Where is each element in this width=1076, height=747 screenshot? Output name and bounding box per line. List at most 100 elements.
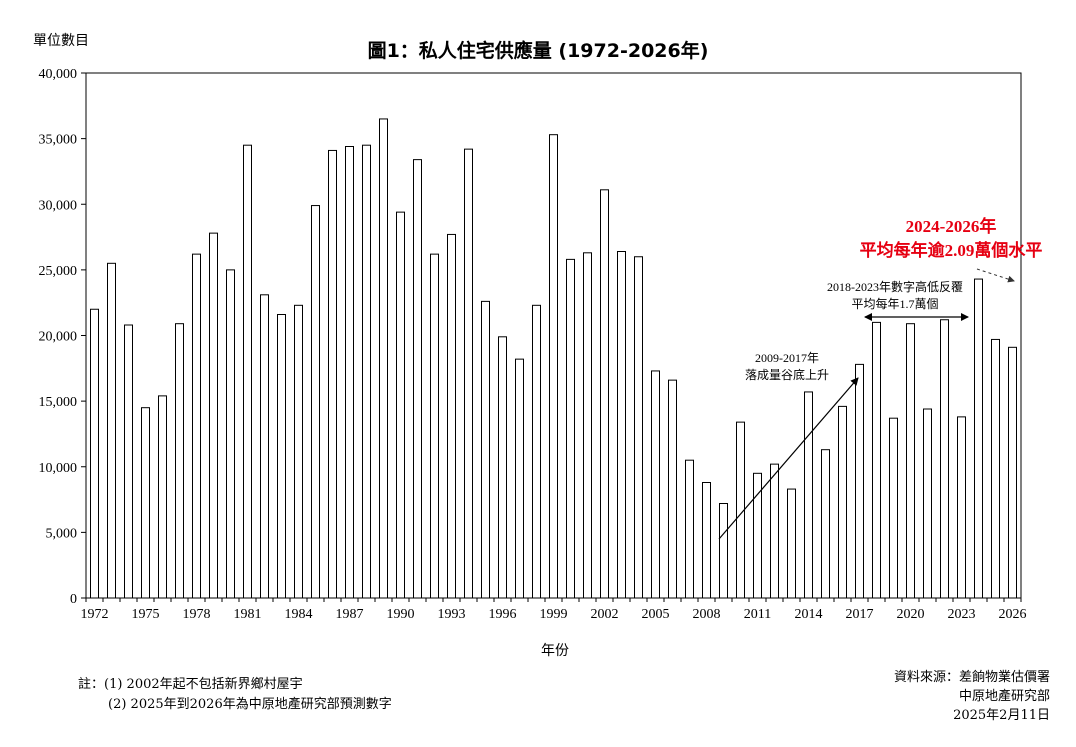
x-axis-label: 年份 — [541, 643, 569, 659]
bar-1995 — [481, 300, 490, 599]
x-tick-label: 2005 — [642, 607, 670, 622]
bar-1990 — [396, 211, 405, 599]
bar-2016 — [838, 405, 847, 599]
y-tick-label: 25,000 — [39, 264, 78, 279]
y-tick-label: 10,000 — [39, 461, 78, 476]
bar-2007 — [685, 459, 694, 599]
x-tick-label: 2002 — [591, 607, 619, 622]
x-tick-label: 1999 — [540, 607, 568, 622]
footnote-2: (2) 2025年到2026年為中原地產研究部預測數字 — [108, 697, 392, 712]
bar-2026 — [1008, 346, 1017, 599]
annotation-2018-line2: 平均每年1.7萬個 — [851, 296, 938, 311]
bar-1994 — [464, 148, 473, 599]
bar-1975 — [141, 407, 150, 599]
bar-2004 — [634, 256, 643, 599]
highlight-2024-line1: 2024-2026年 — [906, 216, 997, 236]
plot-frame — [85, 72, 1022, 599]
chart-title: 圖1：私人住宅供應量 (1972-2026年) — [367, 40, 709, 62]
x-tick-label: 2014 — [795, 607, 823, 622]
bar-2009 — [719, 503, 728, 599]
source-block: 資料來源：差餉物業估價署 中原地產研究部 2025年2月11日 — [894, 668, 1050, 725]
bar-2013 — [787, 488, 796, 599]
bar-1997 — [515, 358, 524, 599]
bar-1973 — [107, 262, 116, 599]
x-tick-label: 1984 — [285, 607, 313, 622]
bar-2022 — [940, 319, 949, 599]
bar-1989 — [379, 118, 388, 599]
x-tick-label: 2023 — [948, 607, 976, 622]
y-tick-label: 5,000 — [46, 526, 78, 541]
x-tick-label: 1987 — [336, 607, 364, 622]
y-tick-label: 15,000 — [39, 395, 78, 410]
bar-1982 — [260, 294, 269, 599]
y-tick-label: 0 — [70, 592, 77, 607]
bar-1979 — [209, 232, 218, 599]
bar-1985 — [311, 205, 320, 599]
y-tick-label: 30,000 — [39, 198, 78, 213]
bar-2014 — [804, 391, 813, 599]
bar-1984 — [294, 304, 303, 599]
bar-1991 — [413, 159, 422, 599]
y-tick-label: 20,000 — [39, 330, 78, 345]
annotation-2018-line1: 2018-2023年數字高低反覆 — [827, 279, 963, 294]
forecast-dashed-arrow — [976, 268, 1015, 283]
bar-1996 — [498, 336, 507, 599]
bar-1983 — [277, 314, 286, 599]
bar-2003 — [617, 251, 626, 599]
bar-1987 — [345, 146, 354, 599]
bar-1992 — [430, 253, 439, 599]
bar-2015 — [821, 449, 830, 599]
footnotes: 註：(1) 2002年起不包括新界鄉村屋宇 (2) 2025年到2026年為中原… — [78, 675, 392, 715]
x-tick-label: 2026 — [999, 607, 1027, 622]
bar-2002 — [600, 189, 609, 599]
bar-2025 — [991, 338, 1000, 599]
footnote-1: 註：(1) 2002年起不包括新界鄉村屋宇 — [78, 677, 303, 692]
bar-1993 — [447, 233, 456, 599]
y-axis: 0 5,000 10,000 15,000 20,000 25,000 30,000 35,0… — [39, 67, 86, 607]
bar-1998 — [532, 304, 541, 599]
bar-1977 — [175, 323, 184, 599]
bar-2001 — [583, 252, 592, 599]
bar-2018 — [872, 321, 881, 599]
x-tick-label: 1981 — [234, 607, 262, 622]
bar-2020 — [906, 323, 915, 599]
bar-1986 — [328, 149, 337, 599]
highlight-2024-line2: 平均每年逾2.09萬個水平 — [860, 240, 1043, 260]
x-tick-label: 2011 — [744, 607, 771, 622]
bar-1980 — [226, 269, 235, 599]
x-tick-label: 1972 — [81, 607, 109, 622]
bar-2000 — [566, 258, 575, 599]
x-tick-label: 1993 — [438, 607, 466, 622]
annotation-2009-line2: 落成量谷底上升 — [745, 367, 829, 382]
x-tick-label: 2020 — [897, 607, 925, 622]
bar-1978 — [192, 253, 201, 599]
bars — [90, 118, 1017, 599]
x-tick-label: 2008 — [693, 607, 721, 622]
x-tick-label: 1978 — [183, 607, 211, 622]
bar-1976 — [158, 395, 167, 599]
bar-2021 — [923, 408, 932, 599]
bar-2019 — [889, 417, 898, 599]
y-unit-label: 單位數目 — [33, 33, 89, 49]
trend-arrow — [718, 377, 859, 540]
bar-2008 — [702, 482, 711, 599]
bar-2023 — [957, 416, 966, 599]
bar-2006 — [668, 379, 677, 599]
x-tick-label: 2017 — [846, 607, 874, 622]
bar-1999 — [549, 134, 558, 599]
x-tick-label: 1990 — [387, 607, 415, 622]
source-line-1: 資料來源：差餉物業估價署 — [893, 670, 1050, 685]
bar-1988 — [362, 144, 371, 599]
bar-2012 — [770, 463, 779, 599]
bar-2024 — [974, 278, 983, 599]
x-tick-label: 1996 — [489, 607, 517, 622]
source-line-3: 2025年2月11日 — [953, 708, 1050, 723]
y-tick-label: 40,000 — [39, 67, 78, 82]
bar-1974 — [124, 324, 133, 599]
x-axis: 1972 1975 1978 1981 1984 1987 1990 1993 1996 1999… — [81, 598, 1027, 622]
x-tick-label: 1975 — [132, 607, 160, 622]
annotations: 2009-2017年 落成量谷底上升 2018-2023年數字高低反覆 平均每年… — [718, 216, 1043, 540]
bar-1972 — [90, 308, 99, 599]
bar-2017 — [855, 363, 864, 599]
